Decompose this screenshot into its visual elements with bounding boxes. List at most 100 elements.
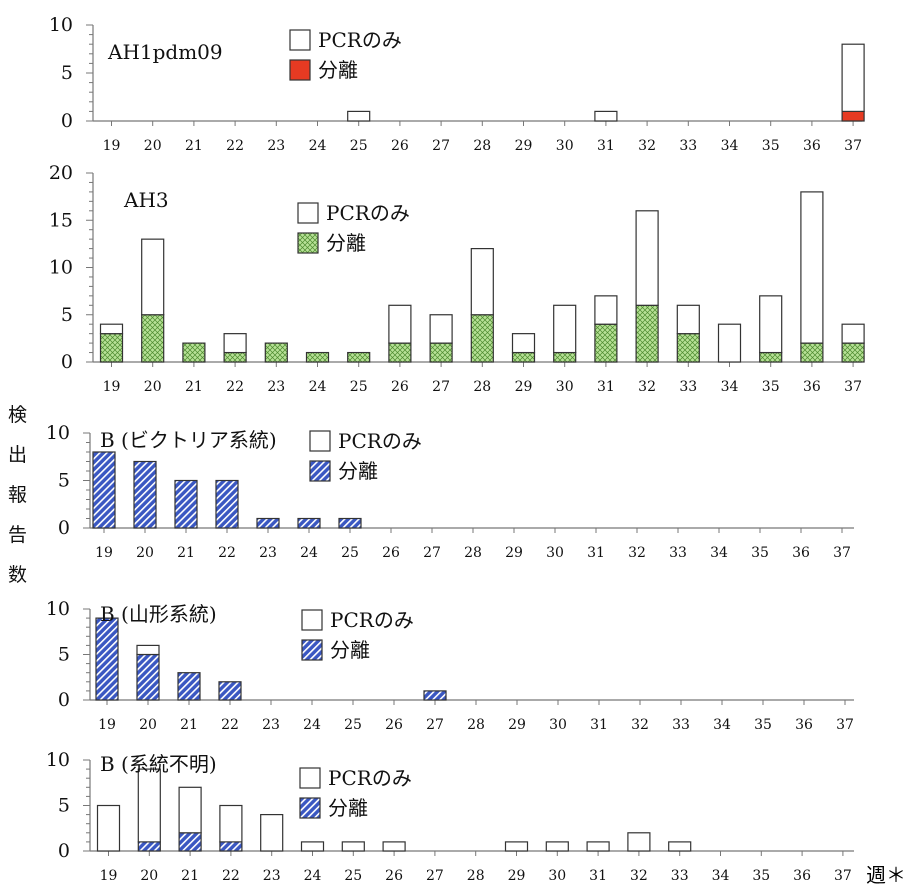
bar-isolation bbox=[554, 353, 576, 362]
x-tick-label: 26 bbox=[385, 717, 403, 733]
x-tick-label: 32 bbox=[638, 138, 656, 154]
legend-swatch-pcr bbox=[298, 203, 318, 223]
bar-pcr-only bbox=[760, 296, 782, 353]
bar-pcr-only bbox=[513, 334, 535, 353]
x-tick-label: 23 bbox=[267, 138, 285, 154]
legend-label-pcr: PCRのみ bbox=[318, 28, 402, 52]
bar-isolation bbox=[636, 305, 658, 362]
bar-isolation bbox=[101, 334, 123, 362]
x-tick-label: 19 bbox=[103, 138, 121, 154]
x-tick-label: 22 bbox=[218, 545, 236, 561]
legend: PCRのみ分離 bbox=[310, 429, 422, 483]
x-tick-label: 35 bbox=[754, 717, 772, 733]
x-tick-label: 22 bbox=[221, 717, 239, 733]
x-tick-label: 31 bbox=[589, 868, 607, 884]
y-tick-label: 0 bbox=[58, 517, 70, 539]
bar-pcr-only bbox=[261, 815, 283, 851]
x-tick-label: 33 bbox=[679, 379, 697, 395]
chart-panel: 0510192021222324252627282930313233343536… bbox=[49, 14, 864, 154]
x-tick-label: 23 bbox=[267, 379, 285, 395]
bar-isolation bbox=[257, 519, 279, 529]
chart-title: B (山形系統) bbox=[100, 602, 217, 626]
chart-title: B (系統不明) bbox=[100, 752, 217, 776]
legend-swatch-pcr bbox=[302, 610, 322, 630]
x-tick-label: 28 bbox=[467, 717, 485, 733]
bar-isolation bbox=[430, 343, 452, 362]
x-tick-label: 34 bbox=[721, 379, 739, 395]
chart-panel: 0510192021222324252627282930313233343536… bbox=[46, 422, 854, 561]
bar-isolation bbox=[677, 334, 699, 362]
x-tick-label: 36 bbox=[793, 868, 811, 884]
x-tick-label: 37 bbox=[834, 868, 852, 884]
bar-pcr-only bbox=[506, 842, 528, 851]
bar-pcr-only bbox=[179, 787, 201, 833]
x-tick-label: 24 bbox=[309, 138, 327, 154]
x-tick-label: 29 bbox=[505, 545, 523, 561]
bar-pcr-only bbox=[719, 324, 741, 362]
x-tick-label: 29 bbox=[508, 717, 526, 733]
bar-pcr-only bbox=[636, 211, 658, 305]
x-tick-label: 34 bbox=[712, 868, 730, 884]
x-tick-label: 21 bbox=[185, 138, 203, 154]
x-tick-label: 28 bbox=[473, 138, 491, 154]
x-tick-label: 27 bbox=[432, 379, 450, 395]
y-tick-label: 10 bbox=[46, 749, 70, 771]
legend-label-isolation: 分離 bbox=[326, 231, 366, 255]
x-tick-label: 24 bbox=[303, 717, 321, 733]
bar-isolation bbox=[760, 353, 782, 362]
x-tick-label: 32 bbox=[630, 868, 648, 884]
bar-pcr-only bbox=[302, 842, 324, 851]
x-tick-label: 22 bbox=[222, 868, 240, 884]
y-tick-label: 0 bbox=[61, 110, 73, 132]
bar-isolation bbox=[595, 324, 617, 362]
x-tick-label: 31 bbox=[597, 379, 615, 395]
bar-pcr-only bbox=[389, 305, 411, 343]
x-tick-label: 23 bbox=[262, 717, 280, 733]
bar-isolation bbox=[179, 833, 201, 851]
bar-pcr-only bbox=[842, 44, 864, 111]
bar-pcr-only bbox=[137, 645, 159, 654]
legend-label-isolation: 分離 bbox=[338, 459, 378, 483]
chart-panel: 0510192021222324252627282930313233343536… bbox=[46, 749, 854, 884]
y-tick-label: 10 bbox=[49, 14, 73, 36]
bar-pcr-only bbox=[430, 315, 452, 343]
bar-isolation bbox=[175, 481, 197, 529]
x-tick-label: 28 bbox=[473, 379, 491, 395]
bar-pcr-only bbox=[842, 324, 864, 343]
x-tick-label: 37 bbox=[844, 379, 862, 395]
y-tick-label: 0 bbox=[58, 840, 70, 862]
legend-swatch-isolation bbox=[302, 640, 322, 660]
legend: PCRのみ分離 bbox=[290, 28, 402, 82]
x-tick-label: 27 bbox=[432, 138, 450, 154]
x-tick-label: 20 bbox=[140, 868, 158, 884]
bar-isolation bbox=[307, 353, 329, 362]
legend-label-isolation: 分離 bbox=[318, 58, 358, 82]
x-tick-label: 32 bbox=[638, 379, 656, 395]
bar-isolation bbox=[842, 343, 864, 362]
legend: PCRのみ分離 bbox=[298, 201, 410, 255]
legend-swatch-isolation bbox=[298, 233, 318, 253]
x-tick-label: 24 bbox=[309, 379, 327, 395]
x-tick-label: 30 bbox=[548, 868, 566, 884]
bar-isolation bbox=[389, 343, 411, 362]
x-tick-label: 20 bbox=[144, 138, 162, 154]
bar-pcr-only bbox=[383, 842, 405, 851]
y-tick-label: 20 bbox=[49, 162, 73, 184]
y-tick-label: 5 bbox=[58, 795, 70, 817]
legend: PCRのみ分離 bbox=[302, 608, 414, 662]
x-tick-label: 35 bbox=[762, 379, 780, 395]
chart-panel: 0510192021222324252627282930313233343536… bbox=[46, 598, 854, 733]
bar-pcr-only bbox=[342, 842, 364, 851]
x-tick-label: 29 bbox=[508, 868, 526, 884]
x-tick-label: 19 bbox=[95, 545, 113, 561]
x-tick-label: 25 bbox=[350, 138, 368, 154]
bar-pcr-only bbox=[546, 842, 568, 851]
x-tick-label: 23 bbox=[263, 868, 281, 884]
legend-swatch-pcr bbox=[310, 431, 330, 451]
bar-isolation bbox=[801, 343, 823, 362]
x-tick-label: 33 bbox=[679, 138, 697, 154]
x-tick-label: 24 bbox=[304, 868, 322, 884]
chart-title: AH3 bbox=[123, 188, 169, 212]
x-tick-label: 28 bbox=[464, 545, 482, 561]
